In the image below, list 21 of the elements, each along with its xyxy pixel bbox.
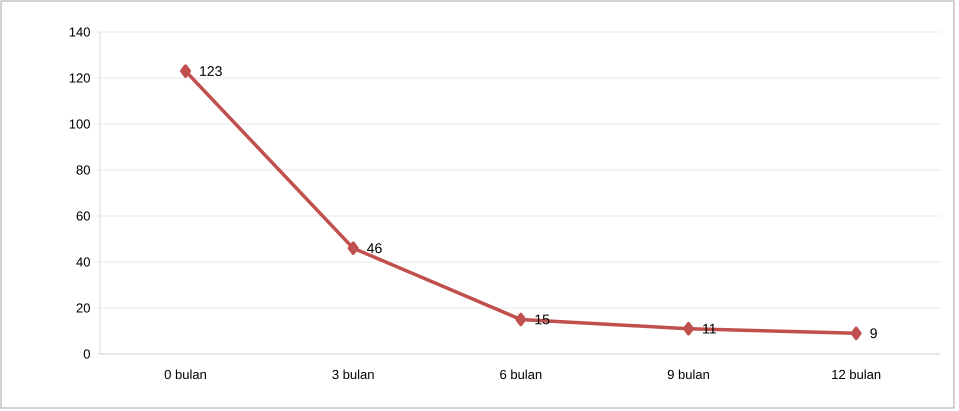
- y-tick-label: 100: [70, 119, 90, 129]
- y-tick-label: 0: [84, 349, 90, 359]
- x-tick-label: 0 bulan: [164, 370, 206, 380]
- point: [515, 312, 526, 326]
- x-tick-label: 3 bulan: [332, 370, 374, 380]
- y-tick-label: 40: [76, 257, 90, 267]
- x-tick-label: 6 bulan: [500, 370, 542, 380]
- y-tick-label: 20: [76, 303, 90, 313]
- point: [180, 64, 192, 78]
- data-label: 46: [367, 243, 382, 254]
- y-tick-label: 120: [70, 73, 90, 83]
- point: [683, 322, 694, 336]
- x-tick-label: 9 bulan: [668, 370, 709, 380]
- data-label: 123: [200, 66, 222, 76]
- data-label: 9: [870, 328, 877, 338]
- x-tick-label: 12 bulan: [832, 370, 880, 380]
- point: [850, 326, 862, 340]
- point: [348, 241, 359, 255]
- y-tick-label: 140: [70, 27, 90, 37]
- y-tick-label: 80: [76, 165, 90, 175]
- y-tick-label: 60: [76, 211, 90, 221]
